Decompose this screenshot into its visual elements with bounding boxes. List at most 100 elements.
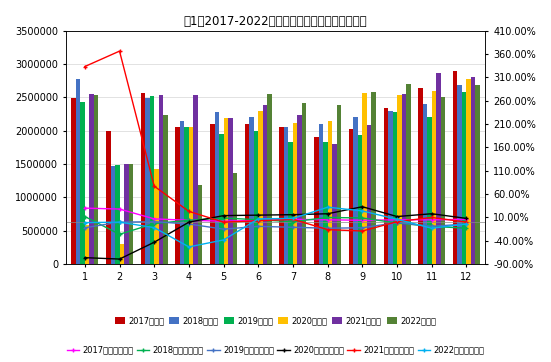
2017年同比增长率 [325,218,331,222]
2017年同比增长率 [429,218,435,222]
Bar [249,117,254,264]
2021年同比增长率 [429,215,435,220]
2021年同比增长率 [290,217,296,222]
2022年同比增长率 [186,245,192,249]
Bar [349,129,353,264]
2018年同比增长率 [359,216,366,220]
2020年同比增长率 [151,240,158,244]
2018年同比增长率 [186,218,192,222]
Bar [219,134,224,264]
2021年同比增长率 [394,219,401,224]
2017年同比增长率 [116,207,123,211]
Bar [293,123,298,264]
2017年同比增长率 [82,206,88,210]
2019年同比增长率 [186,222,192,226]
2017年同比增长率 [220,219,227,223]
Bar [150,96,154,264]
2018年同比增长率 [429,224,435,228]
Bar [371,92,376,264]
Line: 2022年同比增长率: 2022年同比增长率 [83,205,469,249]
2019年同比增长率 [255,224,262,228]
2017年同比增长率 [255,218,262,222]
2021年同比增长率 [255,219,262,223]
2020年同比增长率 [325,211,331,216]
2021年同比增长率 [82,64,88,69]
2017年同比增长率 [290,217,296,222]
2017年同比增长率 [394,218,401,222]
Bar [397,94,402,264]
Bar [284,127,289,264]
Bar [180,121,185,264]
2022年同比增长率 [429,226,435,230]
Line: 2019年同比增长率: 2019年同比增长率 [83,219,469,232]
Bar [254,131,258,264]
2020年同比增长率 [429,211,435,216]
2018年同比增长率 [116,232,123,236]
Bar [263,105,267,264]
Line: 2018年同比增长率: 2018年同比增长率 [83,214,469,237]
Bar [76,79,80,264]
2020年同比增长率 [116,257,123,261]
Bar [233,173,237,264]
2019年同比增长率 [290,225,296,230]
Bar [267,94,272,264]
Bar [337,105,341,264]
2019年同比增长率 [429,224,435,228]
2021年同比增长率 [151,184,158,188]
Bar [224,118,228,264]
Bar [367,125,371,264]
2020年同比增长率 [359,205,366,209]
Bar [383,108,388,264]
Bar [258,111,263,264]
2018年同比增长率 [325,215,331,220]
Bar [124,164,128,264]
Bar [466,79,471,264]
Bar [163,115,168,264]
2018年同比增长率 [220,216,227,220]
2021年同比增长率 [186,209,192,214]
2019年同比增长率 [463,222,469,226]
Bar [228,118,233,264]
Bar [423,104,427,264]
Bar [94,95,99,264]
Bar [453,71,457,264]
2017年同比增长率 [463,217,469,222]
Bar [392,112,397,264]
Bar [85,225,89,264]
Bar [141,93,145,264]
Bar [318,124,323,264]
2019年同比增长率 [394,220,401,225]
2022年同比增长率 [359,209,366,213]
Bar [436,73,441,264]
2022年同比增长率 [220,238,227,242]
Bar [80,102,85,264]
2018年同比增长率 [151,222,158,226]
Bar [314,137,318,264]
Bar [115,165,120,264]
Legend: 2017年同比增长率, 2018年同比增长率, 2019年同比增长率, 2020年同比增长率, 2021年同比增长率, 2022年同比增长率: 2017年同比增长率, 2018年同比增长率, 2019年同比增长率, 2020… [67,345,484,354]
Bar [298,115,302,264]
2022年同比增长率 [463,222,469,226]
2018年同比增长率 [255,218,262,222]
Bar [432,90,436,264]
Bar [353,117,358,264]
2022年同比增长率 [325,205,331,209]
Bar [441,97,445,264]
2019年同比增长率 [359,226,366,230]
2019年同比增长率 [82,226,88,230]
2021年同比增长率 [463,220,469,224]
Legend: 2017年销量, 2018年销量, 2019年销量, 2020年销量, 2021年销量, 2022年销量: 2017年销量, 2018年销量, 2019年销量, 2020年销量, 2021… [115,316,436,325]
2018年同比增长率 [394,221,401,225]
2018年同比增长率 [463,226,469,230]
2022年同比增长率 [82,220,88,225]
Bar [462,92,466,264]
2018年同比增长率 [290,219,296,224]
Bar [388,111,392,264]
2017年同比增长率 [186,218,192,222]
2020年同比增长率 [186,220,192,224]
Bar [111,166,115,264]
2019年同比增长率 [116,220,123,224]
Bar [71,98,76,264]
Bar [185,127,189,264]
2020年同比增长率 [394,214,401,219]
